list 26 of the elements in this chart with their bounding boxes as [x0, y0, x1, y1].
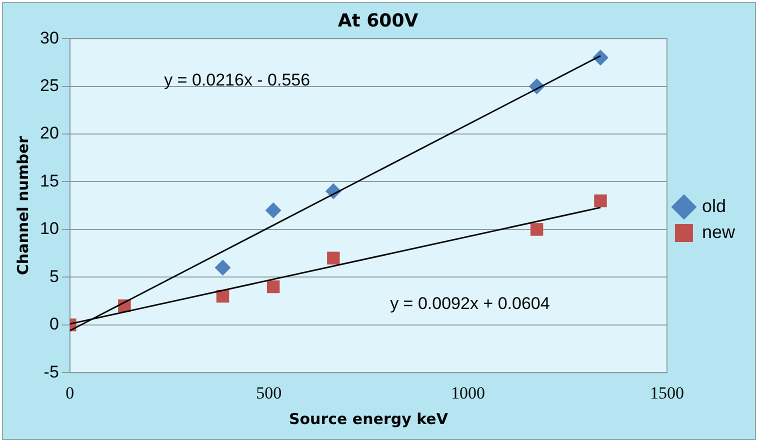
x-tick-label: 1000 [450, 383, 485, 402]
point [214, 260, 231, 276]
y-tick-label: 30 [40, 28, 59, 48]
point [265, 202, 282, 218]
y-tick-label: 10 [40, 219, 59, 238]
y-axis-title: Channel number [14, 136, 32, 276]
point [266, 280, 280, 294]
point [594, 194, 607, 208]
y-tick-label: 15 [40, 171, 59, 190]
x-tick-label: 1500 [650, 383, 684, 402]
annotation: y = 0.0092x + 0.0604 [390, 294, 550, 313]
point [592, 50, 609, 66]
y-tick-label: 25 [40, 76, 59, 95]
y-tick-label: 0 [49, 314, 59, 334]
y-tick-label: 5 [49, 266, 59, 286]
y-tick-label: -5 [44, 362, 59, 382]
x-tick-label: 0 [66, 383, 74, 402]
x-tick-label: 500 [256, 383, 282, 402]
legend-label: old [702, 196, 726, 216]
annotation: y = 0.0216x - 0.556 [164, 70, 310, 90]
chart-title: At 600V [338, 10, 418, 32]
y-tick-label: 20 [40, 124, 59, 143]
point [327, 252, 340, 264]
legend-label: new [702, 222, 736, 242]
x-axis-title: Source energy keV [288, 410, 448, 428]
point [530, 223, 544, 236]
